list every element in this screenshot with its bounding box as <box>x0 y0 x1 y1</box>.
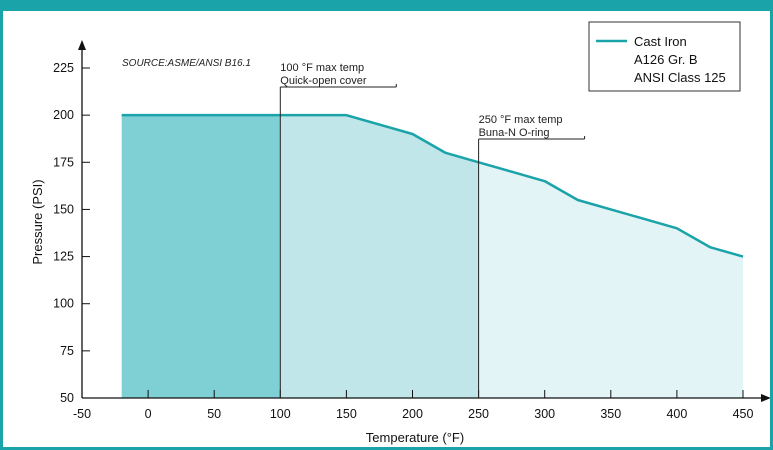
y-tick-label: 175 <box>53 155 74 169</box>
x-tick-label: 350 <box>600 407 621 421</box>
source-note: SOURCE:ASME/ANSI B16.1 <box>122 58 251 69</box>
axes: -50 0 50 100 150 200 250 300 350 400 450 50 75 100 125… <box>53 40 770 421</box>
annotation-label: Quick-open cover <box>280 75 367 87</box>
x-tick-label: 0 <box>145 407 152 421</box>
x-tick-label: 400 <box>666 407 687 421</box>
pressure-temperature-chart: -50 0 50 100 150 200 250 300 350 400 450 50 75 100 125… <box>30 21 770 445</box>
series-line-cast-iron <box>121 113 744 258</box>
header-bar <box>3 0 773 11</box>
region-0 <box>121 115 281 399</box>
annotation-label: Buna-N O-ring <box>479 127 550 139</box>
y-tick-label: 150 <box>53 202 74 216</box>
x-tick-label: 100 <box>270 407 291 421</box>
series-lines <box>121 113 744 258</box>
x-tick-label: 50 <box>207 407 221 421</box>
legend-box <box>588 21 741 92</box>
legend-label-line-2: A126 Gr. B <box>634 52 698 67</box>
legend: Cast Iron A126 Gr. B ANSI Class 125 <box>588 21 741 92</box>
shaded-regions <box>121 115 743 399</box>
y-tick-label: 75 <box>60 344 74 358</box>
x-tick-label: 300 <box>534 407 555 421</box>
x-axis-title: Temperature (°F) <box>366 430 464 445</box>
region-1 <box>280 115 479 399</box>
x-tick-label: 450 <box>733 407 754 421</box>
annotation-label: 250 °F max temp <box>479 114 563 126</box>
annotation-label: 100 °F max temp <box>280 62 364 74</box>
y-tick-label: 125 <box>53 250 74 264</box>
y-axis-arrow <box>78 40 86 50</box>
x-tick-label: 150 <box>336 407 357 421</box>
y-axis-title: Pressure (PSI) <box>30 179 45 264</box>
y-tick-label: 100 <box>53 297 74 311</box>
x-tick-label: 250 <box>468 407 489 421</box>
y-tick-label: 50 <box>60 391 74 405</box>
x-tick-label: -50 <box>73 407 91 421</box>
legend-label-line-1: Cast Iron <box>634 34 687 49</box>
y-tick-label: 225 <box>53 61 74 75</box>
region-2 <box>478 162 743 398</box>
x-axis-arrow <box>761 394 770 402</box>
legend-label-line-3: ANSI Class 125 <box>634 70 726 85</box>
y-tick-label: 200 <box>53 108 74 122</box>
x-tick-label: 200 <box>402 407 423 421</box>
